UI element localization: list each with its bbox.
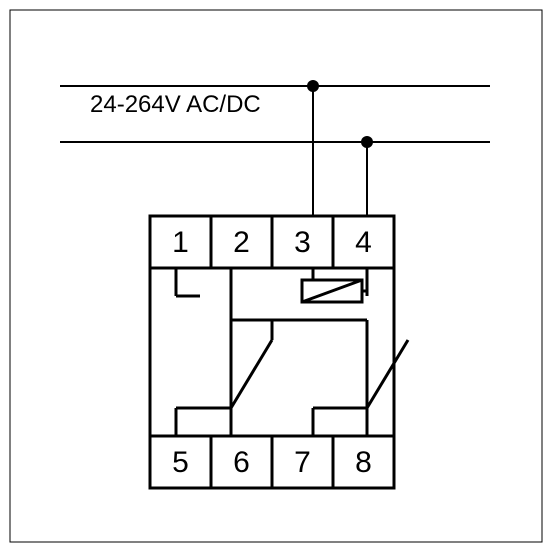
relay-coil xyxy=(302,268,362,302)
outer-frame xyxy=(10,10,542,542)
terminal-4: 4 xyxy=(355,226,372,259)
terminal-block: 1 5 2 6 3 7 4 8 xyxy=(150,216,394,488)
wiring-diagram: 1 5 2 6 3 7 4 8 24-264V AC/DC xyxy=(0,0,552,552)
junction-dots xyxy=(307,80,373,148)
terminal-3: 3 xyxy=(294,226,311,259)
terminal-1: 1 xyxy=(172,226,189,259)
terminal-8: 8 xyxy=(355,446,372,479)
drop-wires xyxy=(313,86,367,216)
terminal-5: 5 xyxy=(172,446,189,479)
terminal-2: 2 xyxy=(233,226,250,259)
terminal-6: 6 xyxy=(233,446,250,479)
voltage-label: 24-264V AC/DC xyxy=(90,91,261,118)
terminal-7: 7 xyxy=(294,446,311,479)
internal-wiring xyxy=(176,268,408,436)
